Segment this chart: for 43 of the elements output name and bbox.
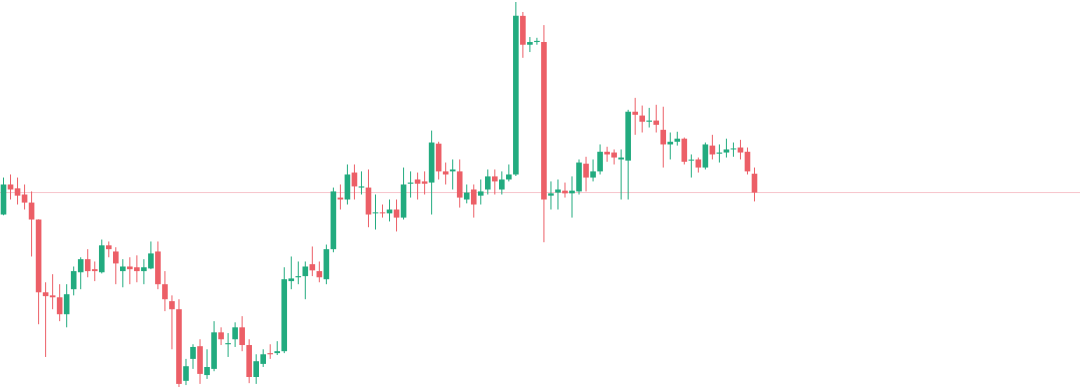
candlestick: [548, 180, 554, 211]
candlestick: [702, 142, 709, 170]
candlestick: [302, 260, 309, 300]
candlestick: [337, 183, 344, 211]
candlestick: [225, 332, 231, 358]
candlestick: [239, 315, 245, 352]
candlestick: [120, 258, 126, 288]
candlestick: [267, 343, 274, 360]
candlestick: [162, 270, 168, 312]
candlestick: [723, 138, 730, 159]
candlestick: [492, 168, 498, 195]
candlestick: [113, 246, 119, 285]
candlestick: [751, 167, 758, 202]
candlestick: [639, 105, 645, 134]
candlestick: [218, 326, 224, 346]
candlestick: [463, 183, 470, 204]
candlestick: [534, 37, 540, 46]
candlestick: [499, 170, 505, 195]
candlestick: [358, 170, 365, 195]
candlestick: [169, 294, 175, 350]
candlestick: [660, 106, 667, 169]
candlestick: [527, 36, 533, 53]
candlestick: [470, 183, 477, 219]
candlestick: [632, 97, 638, 136]
candlestick: [590, 158, 596, 182]
candlestick: [449, 158, 456, 190]
candlestick: [190, 343, 196, 370]
candlestick: [477, 178, 484, 206]
candlestick: [653, 104, 660, 134]
candlestick: [14, 177, 21, 206]
candlestick: [597, 143, 603, 175]
candlestick: [583, 156, 589, 192]
candlestick: [414, 172, 421, 201]
candlestick: [484, 168, 491, 195]
candlestick: [646, 107, 653, 129]
candlestick: [681, 137, 688, 165]
candlestick: [183, 358, 189, 386]
candlestick: [555, 178, 561, 211]
candlestick: [421, 170, 428, 195]
candlestick: [295, 260, 302, 285]
candlestick: [49, 273, 56, 310]
candlestick: [42, 281, 49, 358]
candlestick: [232, 321, 238, 348]
